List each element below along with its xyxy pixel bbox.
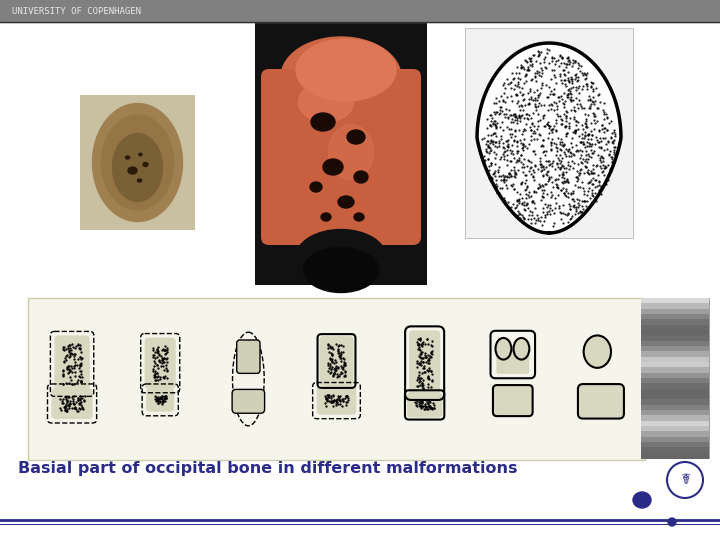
FancyBboxPatch shape <box>52 388 93 419</box>
Text: ☤: ☤ <box>680 472 690 488</box>
Ellipse shape <box>584 335 611 368</box>
Bar <box>255 22 427 285</box>
Bar <box>641 447 709 454</box>
FancyBboxPatch shape <box>578 384 624 418</box>
FancyBboxPatch shape <box>55 335 90 393</box>
Bar <box>641 309 709 315</box>
Bar <box>641 389 709 395</box>
Bar <box>641 410 709 416</box>
Bar <box>641 383 709 390</box>
Circle shape <box>667 462 703 498</box>
Ellipse shape <box>128 167 137 174</box>
Ellipse shape <box>138 179 142 182</box>
Ellipse shape <box>311 113 335 131</box>
Ellipse shape <box>310 182 322 192</box>
FancyBboxPatch shape <box>146 388 174 412</box>
Bar <box>641 319 709 326</box>
Bar <box>641 421 709 427</box>
Bar <box>641 335 709 342</box>
Bar <box>80 95 195 230</box>
Ellipse shape <box>92 104 182 221</box>
FancyBboxPatch shape <box>237 340 260 373</box>
Ellipse shape <box>513 338 529 360</box>
FancyBboxPatch shape <box>320 336 354 386</box>
Bar <box>641 415 709 422</box>
Bar <box>641 298 709 458</box>
Polygon shape <box>477 43 621 233</box>
Ellipse shape <box>354 171 368 183</box>
Ellipse shape <box>112 133 163 201</box>
Bar <box>641 356 709 363</box>
Bar <box>255 22 427 285</box>
Bar <box>641 314 709 320</box>
FancyBboxPatch shape <box>232 389 264 413</box>
Ellipse shape <box>125 156 130 159</box>
Bar <box>641 404 709 411</box>
Bar <box>641 453 709 459</box>
Text: UNIVERSITY OF COPENHAGEN: UNIVERSITY OF COPENHAGEN <box>12 6 141 16</box>
Bar <box>641 394 709 400</box>
FancyBboxPatch shape <box>409 330 440 396</box>
Bar <box>465 28 633 238</box>
Bar <box>641 431 709 437</box>
Bar <box>641 373 709 379</box>
FancyBboxPatch shape <box>317 387 356 415</box>
Ellipse shape <box>347 130 365 144</box>
FancyBboxPatch shape <box>493 385 533 416</box>
Ellipse shape <box>143 163 148 166</box>
Circle shape <box>668 518 676 526</box>
Ellipse shape <box>633 492 651 508</box>
Bar <box>641 325 709 331</box>
Bar <box>641 330 709 336</box>
FancyBboxPatch shape <box>496 349 529 374</box>
Bar <box>641 362 709 368</box>
Bar <box>641 341 709 347</box>
FancyBboxPatch shape <box>261 69 421 245</box>
Bar <box>641 400 709 406</box>
Ellipse shape <box>296 39 396 101</box>
Bar <box>0 0 720 22</box>
Text: Basial part of occipital bone in different malformations: Basial part of occipital bone in differe… <box>18 461 518 476</box>
Ellipse shape <box>354 213 364 221</box>
Ellipse shape <box>495 338 511 360</box>
FancyBboxPatch shape <box>407 392 442 417</box>
Bar <box>28 298 645 460</box>
Bar <box>641 378 709 384</box>
Bar <box>641 442 709 448</box>
Bar <box>641 426 709 433</box>
Bar <box>641 367 709 374</box>
FancyBboxPatch shape <box>145 338 176 389</box>
Bar <box>641 346 709 352</box>
Bar <box>641 437 709 443</box>
Ellipse shape <box>102 115 174 210</box>
Ellipse shape <box>139 153 142 156</box>
Ellipse shape <box>321 213 331 221</box>
Bar <box>641 352 709 357</box>
Bar <box>641 303 709 309</box>
Ellipse shape <box>323 159 343 175</box>
Ellipse shape <box>304 247 379 293</box>
Bar <box>641 298 709 305</box>
Ellipse shape <box>338 196 354 208</box>
Ellipse shape <box>281 37 401 117</box>
Ellipse shape <box>296 230 386 285</box>
Ellipse shape <box>299 82 354 122</box>
Ellipse shape <box>328 125 374 179</box>
